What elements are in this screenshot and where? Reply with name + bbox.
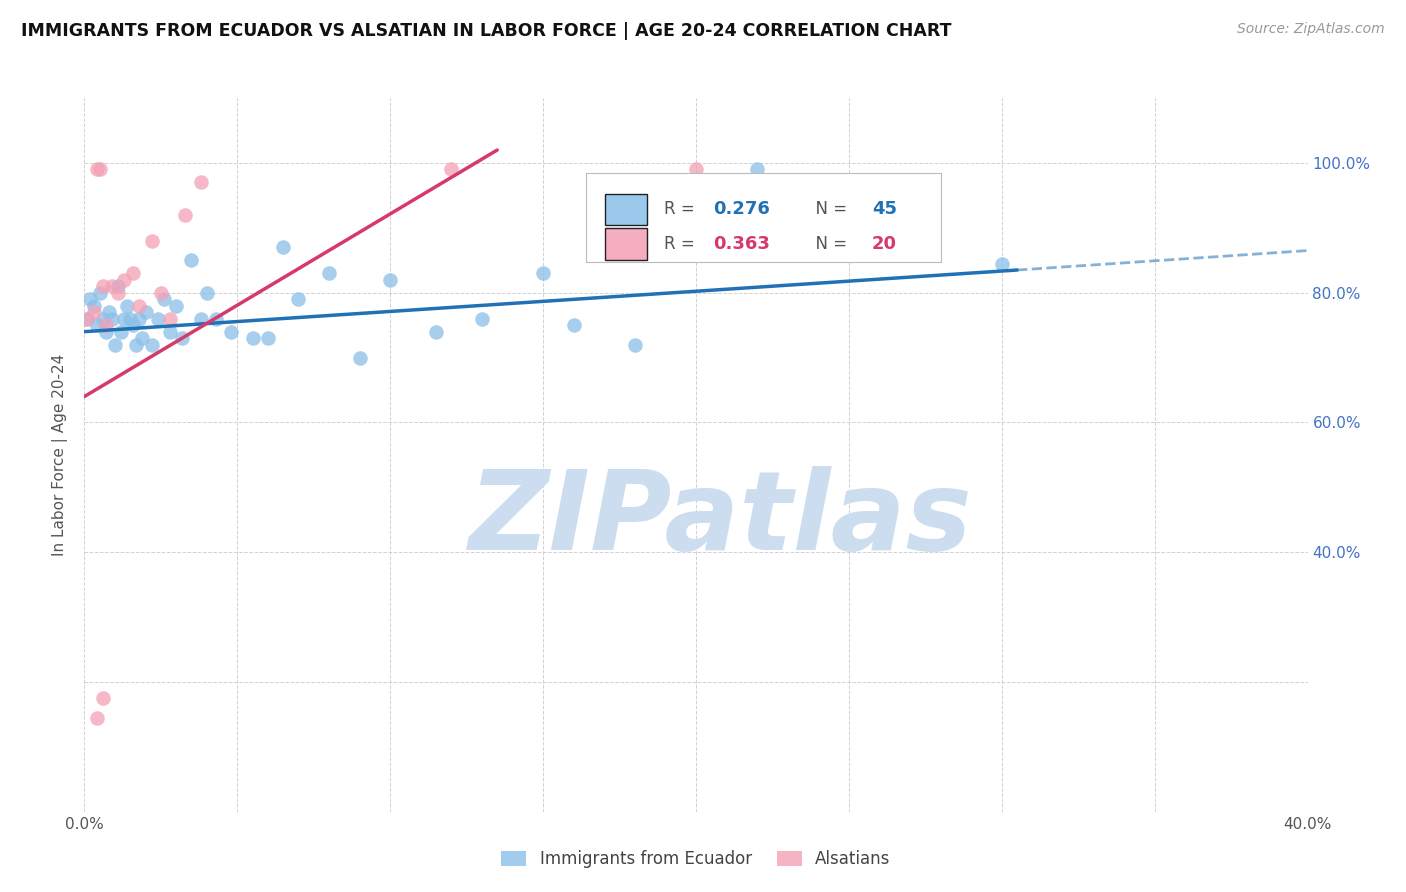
Text: 0.276: 0.276 <box>713 201 770 219</box>
Point <box>318 266 340 280</box>
Point <box>112 273 135 287</box>
Text: R =: R = <box>664 201 700 219</box>
Point <box>125 337 148 351</box>
Point <box>190 176 212 190</box>
Point <box>122 318 145 333</box>
Point <box>141 337 163 351</box>
Point <box>131 331 153 345</box>
Text: IMMIGRANTS FROM ECUADOR VS ALSATIAN IN LABOR FORCE | AGE 20-24 CORRELATION CHART: IMMIGRANTS FROM ECUADOR VS ALSATIAN IN L… <box>21 22 952 40</box>
Point <box>83 299 105 313</box>
Point <box>91 311 114 326</box>
Point <box>86 162 108 177</box>
Text: N =: N = <box>804 235 852 253</box>
Point <box>624 337 647 351</box>
Point <box>562 318 585 333</box>
Point <box>159 311 181 326</box>
Point <box>440 162 463 177</box>
Point <box>97 305 120 319</box>
Point <box>190 311 212 326</box>
Point <box>287 292 309 306</box>
FancyBboxPatch shape <box>606 194 647 225</box>
Text: ZIPatlas: ZIPatlas <box>468 466 973 573</box>
Point <box>89 285 111 300</box>
Point <box>219 325 242 339</box>
Point <box>141 234 163 248</box>
Point <box>991 256 1014 270</box>
Point <box>174 208 197 222</box>
FancyBboxPatch shape <box>586 173 941 262</box>
Point <box>91 279 114 293</box>
Legend: Immigrants from Ecuador, Alsatians: Immigrants from Ecuador, Alsatians <box>495 844 897 875</box>
Point <box>172 331 194 345</box>
Point <box>122 266 145 280</box>
Point <box>531 266 554 280</box>
Point <box>115 299 138 313</box>
Point <box>747 162 769 177</box>
Point <box>128 311 150 326</box>
Point <box>120 311 142 326</box>
FancyBboxPatch shape <box>606 228 647 260</box>
Point <box>425 325 447 339</box>
Point <box>242 331 264 345</box>
Text: 0.363: 0.363 <box>713 235 770 253</box>
Point <box>159 325 181 339</box>
Point <box>195 285 218 300</box>
Point <box>271 240 294 254</box>
Point <box>83 305 105 319</box>
Point <box>101 279 124 293</box>
Point <box>257 331 280 345</box>
Point <box>205 311 228 326</box>
Text: R =: R = <box>664 235 700 253</box>
Point <box>94 318 117 333</box>
Point <box>471 311 494 326</box>
Point <box>349 351 371 365</box>
Point <box>107 279 129 293</box>
Point <box>94 325 117 339</box>
Point <box>112 311 135 326</box>
Text: N =: N = <box>804 201 852 219</box>
Point <box>153 292 176 306</box>
Point <box>76 311 98 326</box>
Point <box>165 299 187 313</box>
Point <box>128 299 150 313</box>
Text: 20: 20 <box>872 235 897 253</box>
Point <box>685 162 707 177</box>
Point <box>146 311 169 326</box>
Y-axis label: In Labor Force | Age 20-24: In Labor Force | Age 20-24 <box>52 354 69 556</box>
Point <box>180 253 202 268</box>
Point <box>89 162 111 177</box>
Point <box>107 285 129 300</box>
Text: 45: 45 <box>872 201 897 219</box>
Point <box>104 337 127 351</box>
Point <box>86 318 108 333</box>
Point <box>79 292 101 306</box>
Point <box>380 273 402 287</box>
Point <box>91 691 114 706</box>
Point <box>135 305 157 319</box>
Text: Source: ZipAtlas.com: Source: ZipAtlas.com <box>1237 22 1385 37</box>
Point <box>86 711 108 725</box>
Point <box>101 311 124 326</box>
Point <box>110 325 132 339</box>
Point <box>76 311 98 326</box>
Point <box>149 285 172 300</box>
